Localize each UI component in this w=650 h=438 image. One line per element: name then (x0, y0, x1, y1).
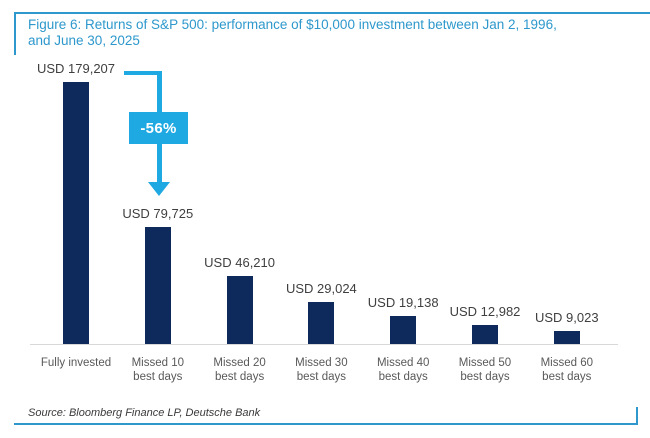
value-label: USD 179,207 (36, 61, 116, 76)
category-label: Missed 40 best days (376, 357, 430, 383)
value-label: USD 29,024 (285, 281, 357, 296)
decline-arrow-head-icon (148, 182, 170, 196)
category-label: Missed 30 best days (295, 357, 348, 383)
category-label: Fully invested (40, 357, 112, 369)
figure-title-line1: Figure 6: Returns of S&P 500: performanc… (28, 17, 557, 32)
figure-title-line2: and June 30, 2025 (28, 33, 140, 48)
x-axis-line (30, 344, 618, 345)
value-label: USD 19,138 (367, 295, 439, 310)
decline-arrow-horizontal-segment (124, 71, 162, 75)
bar-missed-20-best-days (226, 276, 253, 344)
value-label: USD 46,210 (204, 255, 275, 270)
bar-fully-invested (63, 82, 89, 344)
bar-missed-50-best-days (472, 325, 498, 344)
category-label: Missed 60 best days (540, 357, 593, 383)
category-label: Missed 50 best days (458, 357, 512, 383)
bar-missed-30-best-days (308, 302, 335, 344)
bottom-border-right-tick (636, 407, 638, 425)
source-note: Source: Bloomberg Finance LP, Deutsche B… (28, 407, 261, 419)
value-label: USD 79,725 (122, 206, 194, 221)
decline-percentage-badge: -56% (129, 112, 188, 144)
category-label: Missed 10 best days (131, 357, 184, 383)
bar-missed-40-best-days (390, 316, 417, 344)
category-label: Missed 20 best days (213, 357, 266, 383)
value-label: USD 12,982 (449, 304, 521, 319)
figure-title-block: Figure 6: Returns of S&P 500: performanc… (14, 12, 650, 55)
bar-missed-10-best-days (144, 227, 171, 344)
bar-missed-60-best-days (553, 331, 580, 344)
value-label: USD 9,023 (535, 310, 599, 325)
bottom-border-line (14, 423, 638, 425)
